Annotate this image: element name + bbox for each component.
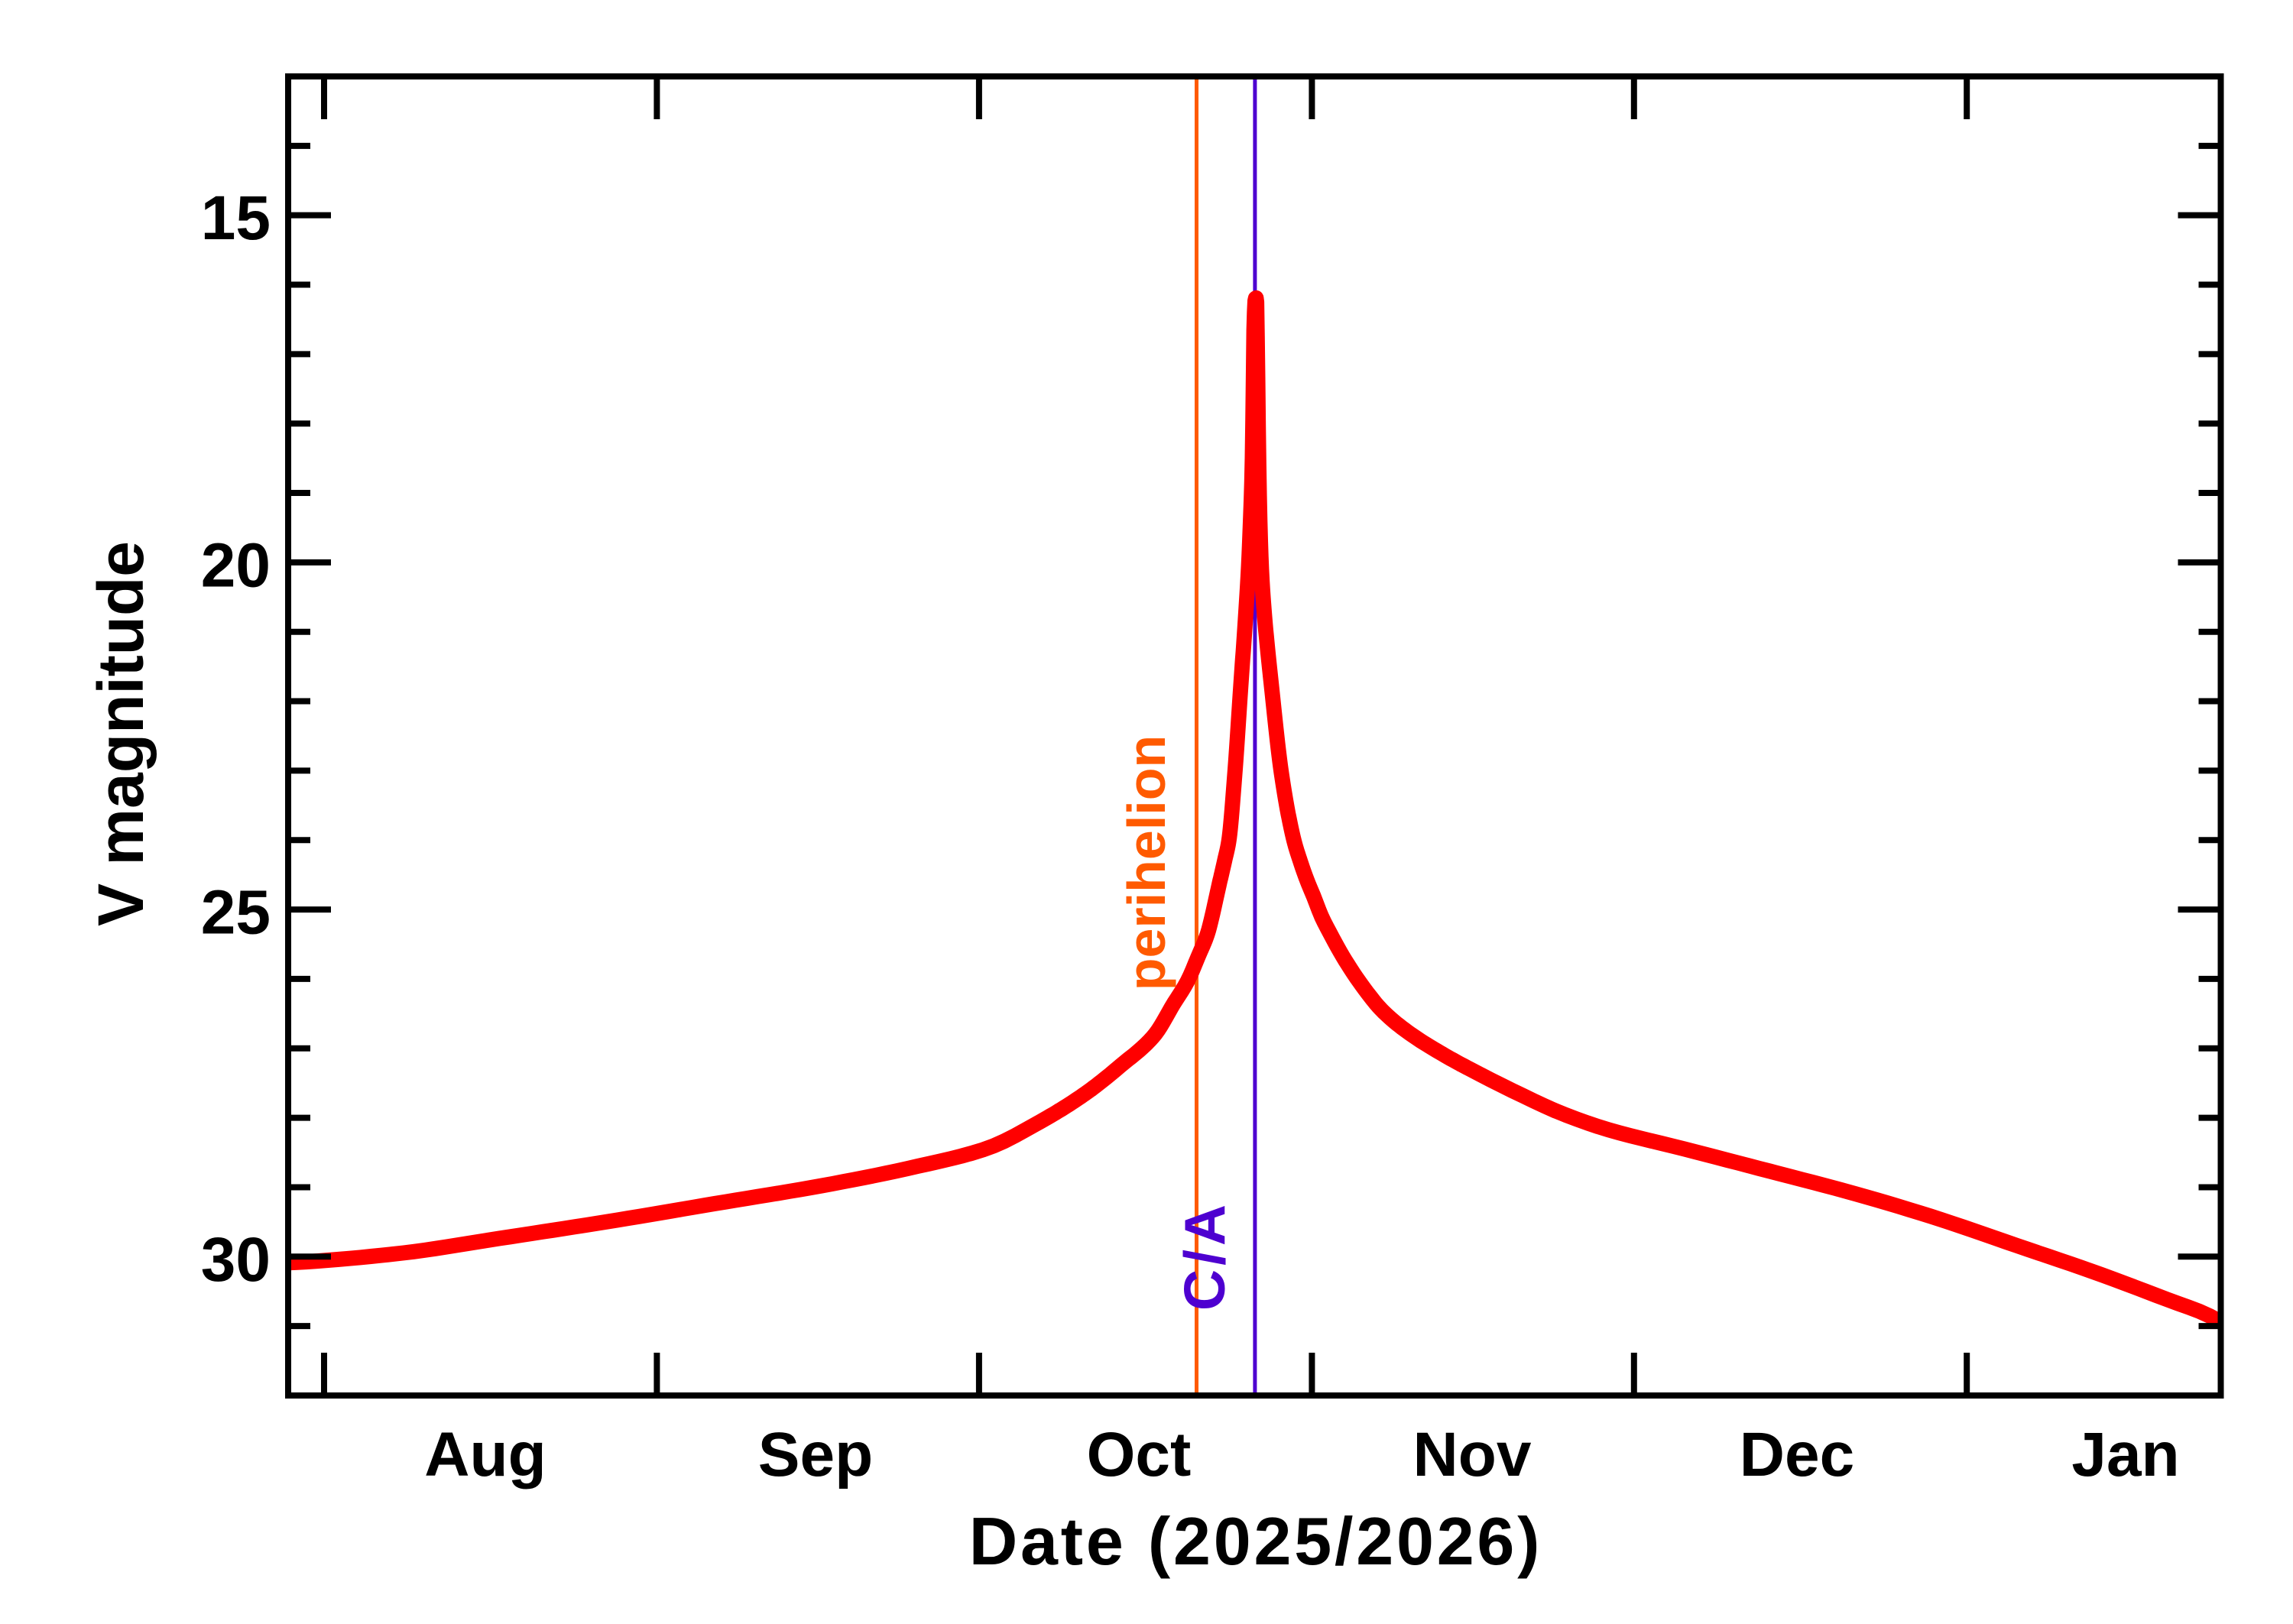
svg-text:Date (2025/2026): Date (2025/2026): [969, 1503, 1543, 1579]
svg-text:C/A: C/A: [1172, 1201, 1237, 1311]
svg-text:Aug: Aug: [424, 1420, 546, 1489]
svg-text:30: 30: [201, 1225, 271, 1295]
svg-text:Jan: Jan: [2071, 1420, 2179, 1489]
svg-text:perihelion: perihelion: [1117, 735, 1176, 990]
svg-text:Dec: Dec: [1740, 1420, 1854, 1489]
svg-text:25: 25: [201, 878, 271, 948]
svg-text:Sep: Sep: [758, 1420, 873, 1489]
svg-text:20: 20: [201, 530, 271, 600]
svg-text:V magnitude: V magnitude: [85, 541, 157, 926]
svg-text:Oct: Oct: [1087, 1420, 1192, 1489]
svg-text:Nov: Nov: [1413, 1420, 1532, 1489]
svg-text:15: 15: [201, 183, 271, 253]
